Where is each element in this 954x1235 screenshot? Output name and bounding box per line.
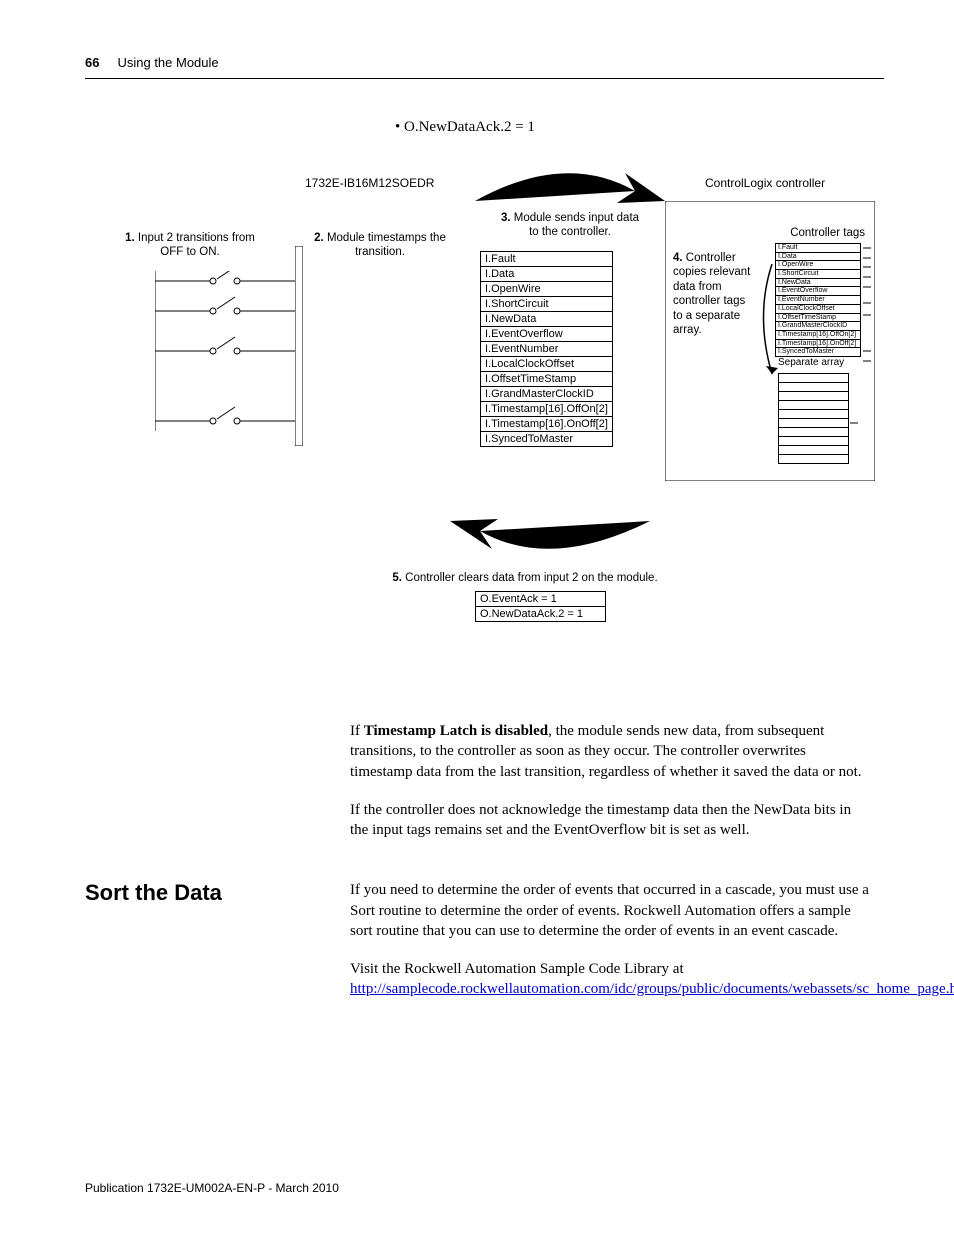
tiny-tag-cell: I.NewData [776,278,861,287]
step5-label: 5. Controller clears data from input 2 o… [365,571,685,585]
para1: If Timestamp Latch is disabled, the modu… [350,721,870,782]
switches-svg [155,271,295,451]
tiny-tags-table: I.FaultI.DataI.OpenWireI.ShortCircuitI.N… [775,243,861,357]
clear-tag-cell: O.EventAck = 1 [476,592,606,607]
arrow-left-icon [450,511,660,566]
tiny-tag-cell: I.ShortCircuit [776,270,861,279]
brace-arrow-icon [750,256,780,406]
tick-marks [863,243,873,373]
input-tag-cell: I.OpenWire [481,282,613,297]
input-tag-cell: I.GrandMasterClockID [481,387,613,402]
tiny-tag-cell: I.SyncedToMaster [776,348,861,357]
module-bar [295,246,303,446]
separate-array-table [778,373,849,464]
input-tags-table: I.FaultI.DataI.OpenWireI.ShortCircuitI.N… [480,251,613,447]
separate-array-label: Separate array [778,357,844,370]
input-tag-cell: I.SyncedToMaster [481,432,613,447]
tiny-tag-cell: I.Timestamp[16].OffOn[2] [776,330,861,339]
sort-data-section: Sort the Data If you need to determine t… [85,880,884,1017]
step3-label: 3. Module sends input data to the contro… [500,211,640,240]
tiny-tag-cell: I.OpenWire [776,261,861,270]
input-tag-cell: I.Timestamp[16].OffOn[2] [481,402,613,417]
input-tag-cell: I.ShortCircuit [481,297,613,312]
input-tag-cell: I.Timestamp[16].OnOff[2] [481,417,613,432]
para4: Visit the Rockwell Automation Sample Cod… [350,959,870,1000]
page-header: 66 Using the Module [85,55,884,70]
bullet-line: • O.NewDataAck.2 = 1 [395,119,884,136]
tiny-tag-cell: I.Timestamp[16].OnOff[2] [776,339,861,348]
chapter-title: Using the Module [117,55,218,70]
input-tag-cell: I.EventNumber [481,342,613,357]
header-rule [85,78,884,79]
tiny-tag-cell: I.LocalClockOffset [776,304,861,313]
module-name: 1732E-IB16M12SOEDR [305,176,434,190]
tiny-tag-cell: I.GrandMasterClockID [776,322,861,331]
step1-label: 1. Input 2 transitions from OFF to ON. [125,231,255,260]
input-tag-cell: I.EventOverflow [481,327,613,342]
input-tag-cell: I.Data [481,267,613,282]
input-tag-cell: I.OffsetTimeStamp [481,372,613,387]
arrow-right-icon [465,161,665,211]
tiny-tag-cell: I.Fault [776,244,861,253]
input-tag-cell: I.NewData [481,312,613,327]
diagram: 1732E-IB16M12SOEDR ControlLogix controll… [85,161,885,691]
step2-label: 2. Module timestamps the transition. [310,231,450,260]
tiny-tag-cell: I.EventNumber [776,296,861,305]
footer: Publication 1732E-UM002A-EN-P - March 20… [85,1181,339,1195]
tiny-tag-cell: I.Data [776,252,861,261]
controller-name: ControlLogix controller [705,176,825,190]
clear-tag-cell: O.NewDataAck.2 = 1 [476,607,606,622]
section-heading: Sort the Data [85,880,350,1017]
clear-tags-table: O.EventAck = 1O.NewDataAck.2 = 1 [475,591,606,622]
input-tag-cell: I.LocalClockOffset [481,357,613,372]
sep-tick [850,373,860,473]
tiny-tag-cell: I.EventOverflow [776,287,861,296]
input-tag-cell: I.Fault [481,252,613,267]
tiny-tag-cell: I.OffsetTimeStamp [776,313,861,322]
page-number: 66 [85,55,99,70]
para2: If the controller does not acknowledge t… [350,800,870,841]
body-text-block: If Timestamp Latch is disabled, the modu… [350,721,870,840]
sample-code-link[interactable]: http://samplecode.rockwellautomation.com… [350,981,954,997]
para3: If you need to determine the order of ev… [350,880,870,941]
